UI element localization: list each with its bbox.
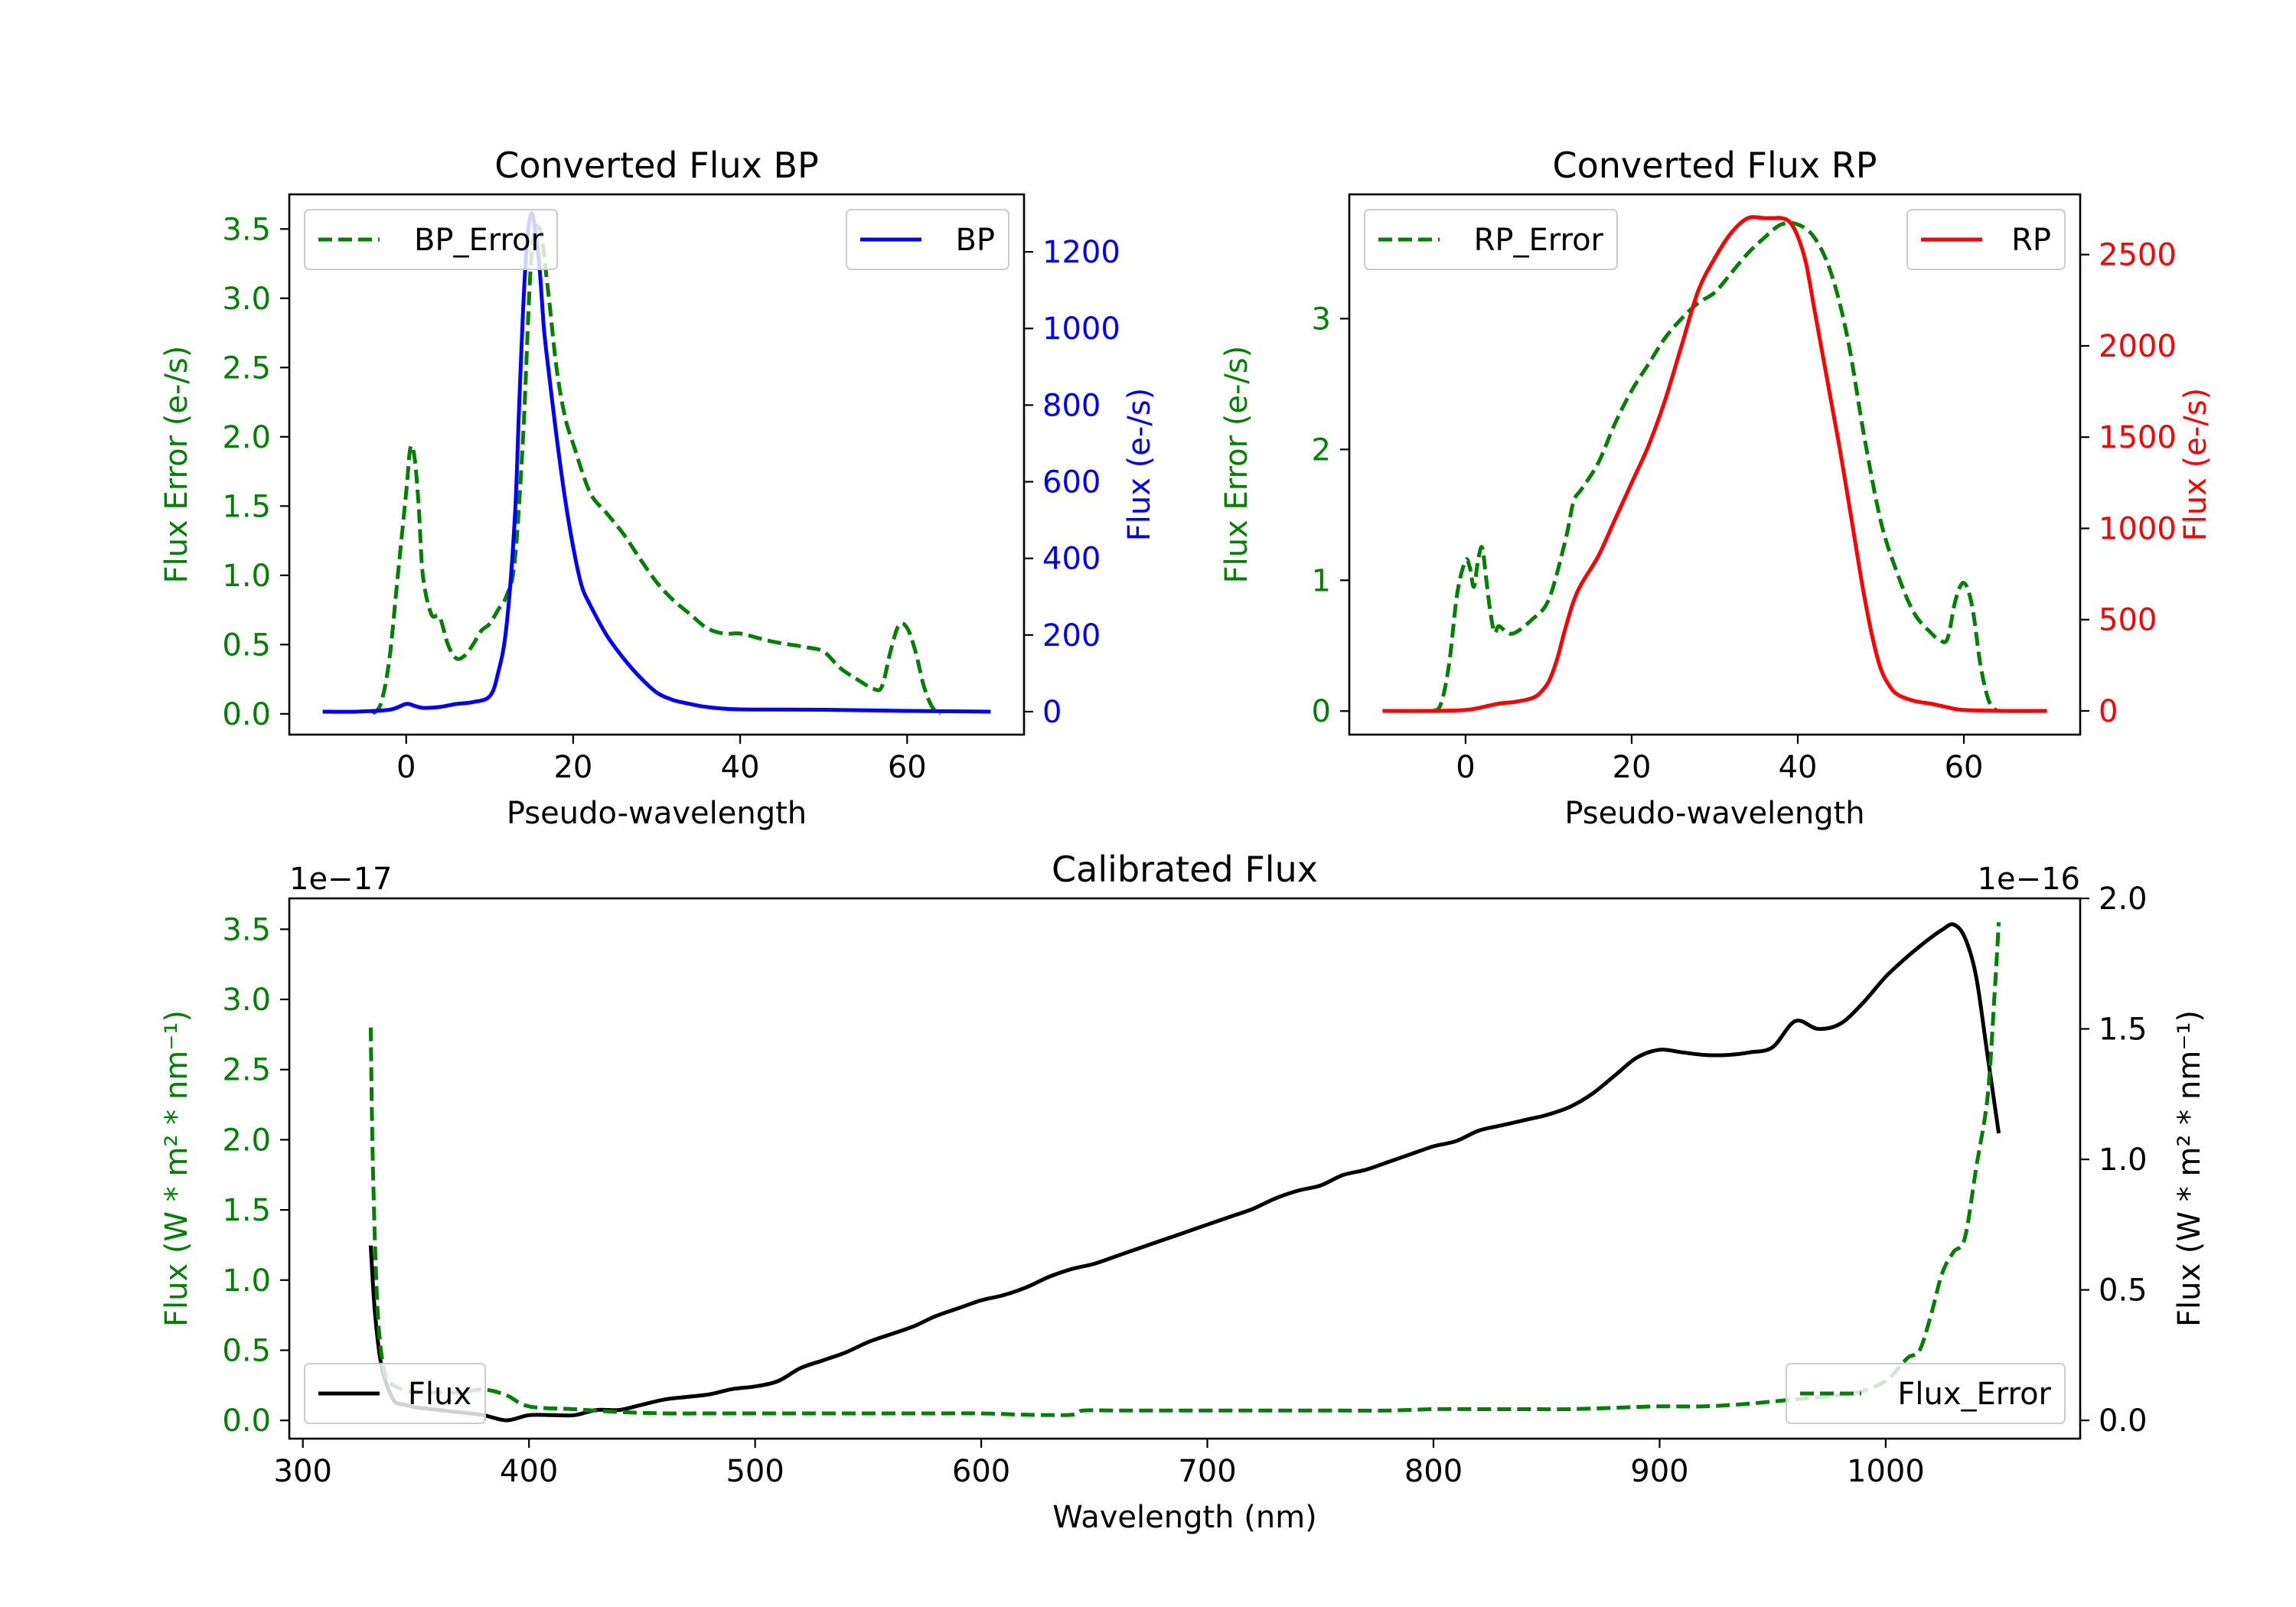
bp-legend-label-left: BP_Error [414, 223, 544, 258]
bp-series-group [322, 211, 991, 715]
calibrated-right-axis-label: Flux (W * m² * nm⁻¹) [2172, 1010, 2207, 1327]
rp-right-tick-label: 2000 [2099, 329, 2177, 364]
calibrated-right-tick-label: 0.0 [2099, 1403, 2148, 1439]
calibrated-plot-frame [288, 897, 2082, 1440]
bp-x-tick-label: 20 [553, 750, 592, 785]
calibrated-left-tick-label: 0.5 [222, 1333, 271, 1368]
calibrated-x-tick-label: 300 [274, 1454, 332, 1489]
bp-x-tick-label: 40 [721, 750, 760, 785]
calibrated-x-tick-label: 700 [1178, 1454, 1236, 1489]
rp-x-tick-label: 0 [1456, 750, 1475, 785]
calibrated-left-tick-label: 3.5 [222, 912, 271, 947]
chart-calibrated: Calibrated Flux 300 400 500 600 700 800 900 1000… [159, 849, 2207, 1535]
bp-chart-title: Converted Flux BP [494, 145, 819, 186]
calibrated-right-offset-label: 1e−16 [1978, 862, 2080, 897]
bp-right-tick-label: 1000 [1042, 311, 1120, 347]
bp-x-tick-label: 0 [396, 750, 416, 785]
rp-legend-left: RP_Error [1364, 209, 1618, 270]
bp-right-axis-label: Flux (e-/s) [1122, 388, 1157, 541]
rp-series-rp [1382, 215, 2047, 713]
rp-plot-frame [1348, 193, 2082, 736]
calibrated-legend-label-left: Flux [408, 1377, 471, 1412]
calibrated-right-tick-label: 2.0 [2099, 882, 2148, 917]
rp-right-tick-label: 500 [2099, 603, 2157, 638]
bp-left-tick-label: 3.5 [222, 212, 271, 247]
bp-left-tick-label: 3.0 [222, 282, 271, 317]
calibrated-series-group [368, 922, 2001, 1423]
bp-series-bp [322, 211, 991, 714]
calibrated-legend-label-right: Flux_Error [1897, 1377, 2051, 1412]
bp-left-tick-label: 0.5 [222, 627, 271, 663]
calibrated-left-offset-label: 1e−17 [289, 862, 392, 897]
calibrated-left-axis-label: Flux (W * m² * nm⁻¹) [159, 1010, 194, 1327]
calibrated-series-flux-error [368, 922, 2001, 1417]
bp-right-tick-label: 0 [1042, 695, 1062, 730]
rp-left-tick-label: 2 [1312, 432, 1331, 468]
rp-x-tick-label: 40 [1779, 750, 1818, 785]
calibrated-left-tick-label: 2.0 [222, 1123, 271, 1158]
chart-rp: Converted Flux RP 0 20 40 60 0 1 2 3 0 500 1000 1500… [1219, 145, 2213, 831]
calibrated-x-tick-label: 800 [1404, 1454, 1463, 1489]
calibrated-legend-right: Flux_Error [1786, 1363, 2066, 1424]
calibrated-x-tick-label: 600 [952, 1454, 1010, 1489]
chart-bp: Converted Flux BP 0 20 40 60 0.0 0.5 1.0 1.5 2.0 2… [159, 145, 1157, 831]
rp-right-tick-label: 2500 [2099, 238, 2177, 273]
rp-x-tick-label: 20 [1613, 750, 1652, 785]
bp-left-tick-label: 0.0 [222, 697, 271, 732]
rp-left-tick-label: 0 [1312, 694, 1331, 729]
rp-legend-label-left: RP_Error [1474, 223, 1604, 258]
rp-right-tick-label: 1500 [2099, 420, 2177, 455]
bp-right-tick-label: 200 [1042, 618, 1101, 654]
calibrated-left-tick-label: 3.0 [222, 983, 271, 1018]
bp-right-tick-label: 600 [1042, 465, 1101, 500]
rp-right-axis-label: Flux (e-/s) [2178, 388, 2213, 541]
calibrated-series-flux [368, 922, 2001, 1423]
bp-left-tick-label: 1.0 [222, 559, 271, 594]
bp-x-axis-label: Pseudo-wavelength [507, 796, 807, 831]
calibrated-left-tick-label: 2.5 [222, 1053, 271, 1088]
bp-legend-label-right: BP [955, 223, 995, 258]
calibrated-x-tick-label: 900 [1630, 1454, 1688, 1489]
rp-series-group [1382, 215, 2047, 713]
calibrated-left-tick-label: 1.5 [222, 1193, 271, 1228]
rp-x-tick-label: 60 [1945, 750, 1984, 785]
calibrated-x-tick-label: 400 [500, 1454, 558, 1489]
calibrated-chart-title: Calibrated Flux [1052, 849, 1318, 890]
rp-left-axis-label: Flux Error (e-/s) [1219, 346, 1254, 584]
rp-chart-title: Converted Flux RP [1553, 145, 1877, 186]
bp-plot-frame [288, 193, 1026, 736]
calibrated-x-axis-label: Wavelength (nm) [1052, 1500, 1317, 1535]
calibrated-x-tick-label: 1000 [1847, 1454, 1925, 1489]
bp-left-tick-label: 2.5 [222, 350, 271, 386]
rp-x-axis-label: Pseudo-wavelength [1564, 796, 1864, 831]
bp-legend-right: BP [846, 209, 1009, 270]
bp-left-tick-label: 1.5 [222, 489, 271, 524]
bp-x-tick-label: 60 [888, 750, 927, 785]
bp-right-tick-label: 1200 [1042, 235, 1120, 270]
bp-right-tick-label: 800 [1042, 388, 1101, 423]
bp-legend-left: BP_Error [304, 209, 558, 270]
rp-legend-right: RP [1906, 209, 2066, 270]
rp-right-tick-label: 0 [2099, 694, 2118, 729]
calibrated-left-tick-label: 0.0 [222, 1403, 271, 1439]
bp-left-axis-label: Flux Error (e-/s) [159, 346, 194, 584]
rp-left-tick-label: 1 [1312, 563, 1331, 598]
bp-series-bp-error [371, 223, 942, 715]
calibrated-right-tick-label: 1.0 [2099, 1143, 2148, 1178]
calibrated-right-tick-label: 0.5 [2099, 1273, 2148, 1309]
rp-left-tick-label: 3 [1312, 302, 1331, 337]
bp-right-tick-label: 400 [1042, 542, 1101, 577]
calibrated-legend-left: Flux [304, 1363, 486, 1424]
rp-right-tick-label: 1000 [2099, 511, 2177, 546]
calibrated-right-tick-label: 1.5 [2099, 1012, 2148, 1048]
calibrated-x-tick-label: 500 [726, 1454, 784, 1489]
rp-legend-label-right: RP [2011, 223, 2051, 258]
calibrated-left-tick-label: 1.0 [222, 1263, 271, 1299]
rp-series-rp-error [1430, 220, 1999, 713]
bp-left-tick-label: 2.0 [222, 420, 271, 455]
